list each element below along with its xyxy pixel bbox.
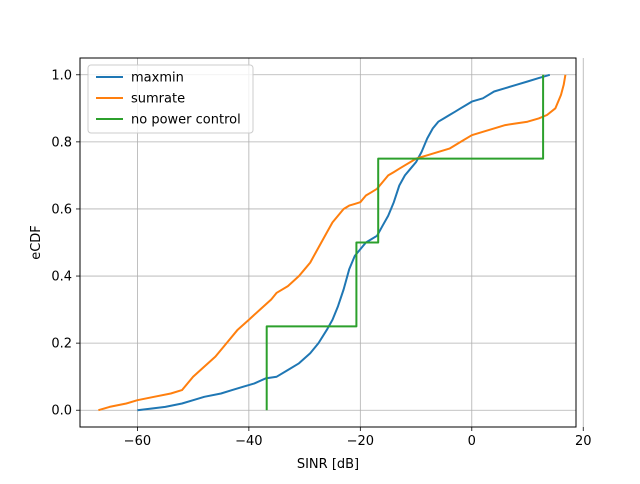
x-tick-label: −20 <box>347 434 374 449</box>
series-line-1 <box>137 73 551 412</box>
y-tick-label: 1.0 <box>51 68 72 83</box>
legend: maxmin sumrate no power control <box>87 64 254 134</box>
y-tick-label: 0.0 <box>51 404 72 419</box>
legend-label: no power control <box>131 113 241 128</box>
y-tick-label: 0.6 <box>51 202 72 217</box>
legend-label: sumrate <box>131 92 185 107</box>
x-tick-label: −40 <box>235 434 262 449</box>
x-tick-label: 0 <box>468 434 476 449</box>
series-line-3 <box>265 74 545 411</box>
series-lines <box>98 73 567 412</box>
legend-box <box>87 64 254 134</box>
y-tick-label: 0.4 <box>51 270 72 285</box>
axis-ticks: −60 −40 −20 0 20 0.0 0.2 0.4 0.6 0.8 1.0 <box>51 68 591 449</box>
y-tick-label: 0.8 <box>51 135 72 150</box>
plot-frame <box>79 57 577 428</box>
series-line-2 <box>98 74 567 412</box>
y-tick-label: 0.2 <box>51 337 72 352</box>
legend-label: maxmin <box>131 71 184 86</box>
x-axis-label: SINR [dB] <box>297 457 359 472</box>
x-tick-label: −60 <box>124 434 151 449</box>
y-axis-label: eCDF <box>29 225 44 260</box>
x-tick-label: 20 <box>575 434 592 449</box>
